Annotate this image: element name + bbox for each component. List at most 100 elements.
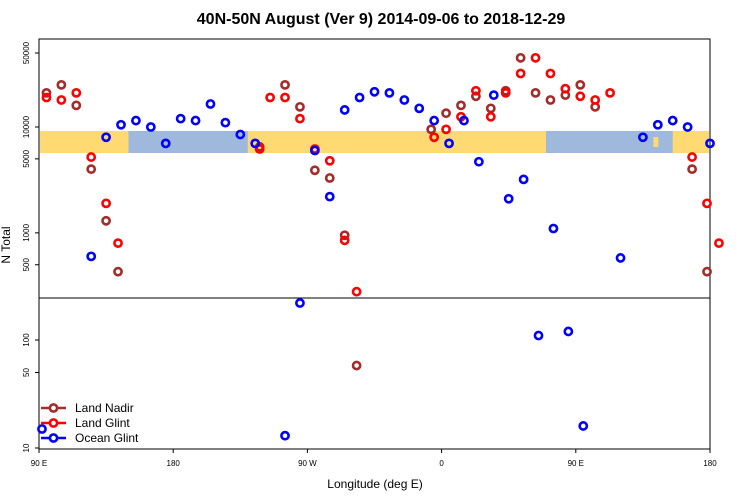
ocean-glint-point (101, 132, 111, 143)
ocean-glint-point (354, 92, 365, 103)
land-nadir-point (280, 79, 290, 90)
y-tick-label: 1000 (22, 223, 31, 241)
ocean-glint-point (116, 119, 126, 130)
ocean-glint-point (638, 132, 648, 143)
x-tick-label: 90 W (298, 459, 317, 468)
x-axis: 90 E 180 90 W 0 90 E 180 (31, 449, 717, 468)
land-glint-point (265, 92, 276, 103)
ocean-glint-point (205, 99, 216, 109)
land-nadir-point (71, 100, 82, 111)
land-nadir-point (530, 87, 541, 98)
x-tick-label: 90 E (568, 459, 584, 468)
y-tick-label: 50000 (22, 41, 31, 64)
ocean-glint-point (175, 113, 186, 124)
land-glint-point (41, 92, 52, 103)
land-glint-point (530, 52, 541, 63)
land-glint-point (605, 87, 615, 98)
land-nadir-point (41, 87, 52, 98)
legend-marker-ocean-glint (48, 433, 59, 443)
ocean-glint-point (667, 115, 678, 126)
land-glint-point (71, 87, 82, 98)
land-nadir-point (351, 360, 362, 371)
land-glint-point (441, 124, 451, 135)
y-tick-label: 10 (22, 443, 31, 452)
land-nadir-point (56, 79, 67, 90)
y-tick-label: 10000 (22, 115, 31, 138)
ocean-glint-point (339, 105, 350, 115)
y-tick-label: 500 (22, 258, 31, 272)
land-glint-point (500, 87, 511, 98)
x-tick-label: 180 (703, 459, 717, 468)
ocean-glint-point (131, 115, 141, 126)
ocean-glint-point (190, 115, 201, 126)
y-tick-label: 100 (22, 333, 31, 347)
y-tick-label: 50 (22, 368, 31, 377)
land-glint-point (339, 235, 350, 246)
land-glint-point (545, 68, 556, 79)
ocean-glint-point (295, 298, 305, 308)
ocean-glint-point (578, 421, 589, 431)
land-glint-point (687, 152, 698, 162)
land-nadir-point (575, 79, 586, 90)
land-nadir-point (545, 95, 556, 105)
ocean-glint-point (235, 129, 246, 140)
y-axis-label: N Total (0, 226, 13, 263)
legend-label-land-glint: Land Glint (75, 416, 130, 430)
land-nadir-point (470, 91, 481, 102)
land-glint-point (324, 155, 335, 166)
legend-marker-land-glint (48, 418, 59, 428)
land-glint-point (429, 132, 440, 143)
land-nadir-point (295, 101, 305, 112)
land-nadir-point (687, 164, 698, 175)
ocean-glint-point (384, 87, 395, 98)
land-glint-point (86, 152, 97, 162)
ocean-glint-point (503, 193, 514, 204)
land-nadir-point (339, 230, 350, 241)
land-glint-point (515, 68, 526, 79)
land-glint-point (56, 95, 67, 105)
land-nadir-point (456, 100, 466, 111)
land-glint-point (113, 238, 123, 249)
ocean-glint-point (652, 119, 663, 130)
land-glint-point (590, 95, 601, 105)
x-tick-label: 180 (167, 459, 181, 468)
ocean-glint-point (250, 138, 261, 149)
ocean-glint-point (160, 138, 171, 149)
ocean-glint-point (459, 115, 469, 126)
ocean-glint-point (444, 138, 454, 149)
y-tick-label: 5000 (22, 149, 31, 167)
world-map-band (40, 131, 709, 153)
land-nadir-point (324, 173, 335, 183)
map-island (519, 137, 526, 147)
ocean-glint-point (548, 223, 559, 234)
map-island (653, 137, 659, 147)
land-glint-point (714, 238, 724, 249)
land-nadir-point (113, 266, 123, 277)
ocean-glint-point (280, 430, 290, 441)
ocean-glint-point (37, 424, 47, 434)
land-nadir-point (515, 52, 526, 63)
legend-marker-land-nadir (48, 403, 59, 413)
plot-frame (38, 38, 711, 450)
land-nadir-point (702, 266, 712, 277)
land-nadir-point (485, 103, 496, 114)
ocean-glint-point (563, 326, 574, 337)
ocean-glint-point (705, 138, 715, 149)
land-glint-point (575, 91, 586, 102)
land-nadir-point (101, 215, 111, 226)
ocean-glint-point (682, 122, 693, 132)
land-glint-point (560, 83, 571, 94)
ocean-glint-point (414, 103, 425, 114)
ocean-glint-point (429, 115, 440, 126)
ocean-glint-point (324, 191, 335, 202)
ocean-glint-point (220, 117, 231, 128)
ocean-glint-point (86, 251, 97, 262)
y-axis: 50000 10000 5000 1000 500 100 50 10 (22, 41, 39, 452)
x-axis-label: Longitude (deg E) (327, 477, 422, 491)
x-tick-label: 0 (439, 459, 444, 468)
ocean-glint-point (309, 145, 320, 156)
map-island (270, 137, 279, 147)
map-ocean-segment (128, 131, 248, 153)
land-nadir-point (309, 165, 320, 176)
